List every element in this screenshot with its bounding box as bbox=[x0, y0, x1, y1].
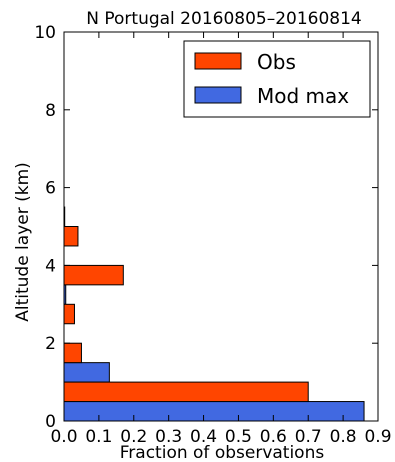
bar-obs-1km bbox=[63, 342, 82, 364]
x-tick-label: 0.3 bbox=[155, 427, 182, 447]
y-tick-label: 0 bbox=[45, 412, 56, 432]
x-tick-label: 0.9 bbox=[364, 427, 391, 447]
bar-mod-max-0km bbox=[63, 401, 365, 422]
bar-obs-3km bbox=[63, 264, 124, 286]
ticks-group: 0.0 0.1 0.2 0.3 0.4 0.5 0.6 0.7 0.8 0.9 0 2 4 6 8 10 bbox=[34, 23, 391, 447]
x-tick-label: 0.0 bbox=[50, 427, 77, 447]
x-tick-label: 0.5 bbox=[225, 427, 252, 447]
bars-group bbox=[63, 206, 365, 422]
bar-mod-max-1km bbox=[63, 362, 110, 383]
bar-obs-0km bbox=[63, 381, 309, 403]
y-tick-label: 2 bbox=[45, 334, 56, 354]
x-tick-label: 0.7 bbox=[295, 427, 322, 447]
x-tick-label: 0.1 bbox=[85, 427, 112, 447]
chart-title: N Portugal 20160805–20160814 bbox=[86, 9, 362, 29]
x-tick-label: 0.4 bbox=[190, 427, 217, 447]
y-axis-label: Altitude layer (km) bbox=[13, 162, 33, 322]
y-tick-label: 4 bbox=[45, 256, 56, 276]
plot-frame bbox=[63, 31, 379, 422]
legend-swatch-obs bbox=[194, 52, 242, 70]
x-axis-label: Fraction of observations bbox=[120, 443, 325, 462]
legend-label-obs: Obs bbox=[257, 50, 296, 74]
y-tick-label: 6 bbox=[45, 179, 56, 199]
y-tick-label: 10 bbox=[34, 23, 56, 43]
x-tick-label: 0.8 bbox=[330, 427, 357, 447]
x-tick-label: 0.2 bbox=[120, 427, 147, 447]
x-tick-label: 0.6 bbox=[260, 427, 287, 447]
legend-swatch-mod-max bbox=[194, 86, 242, 104]
y-tick-label: 8 bbox=[45, 101, 56, 121]
legend: Obs Mod max bbox=[183, 40, 371, 118]
bar-obs-2km bbox=[63, 303, 75, 325]
bar-obs-4km bbox=[63, 226, 79, 247]
legend-label-mod-max: Mod max bbox=[257, 84, 349, 108]
